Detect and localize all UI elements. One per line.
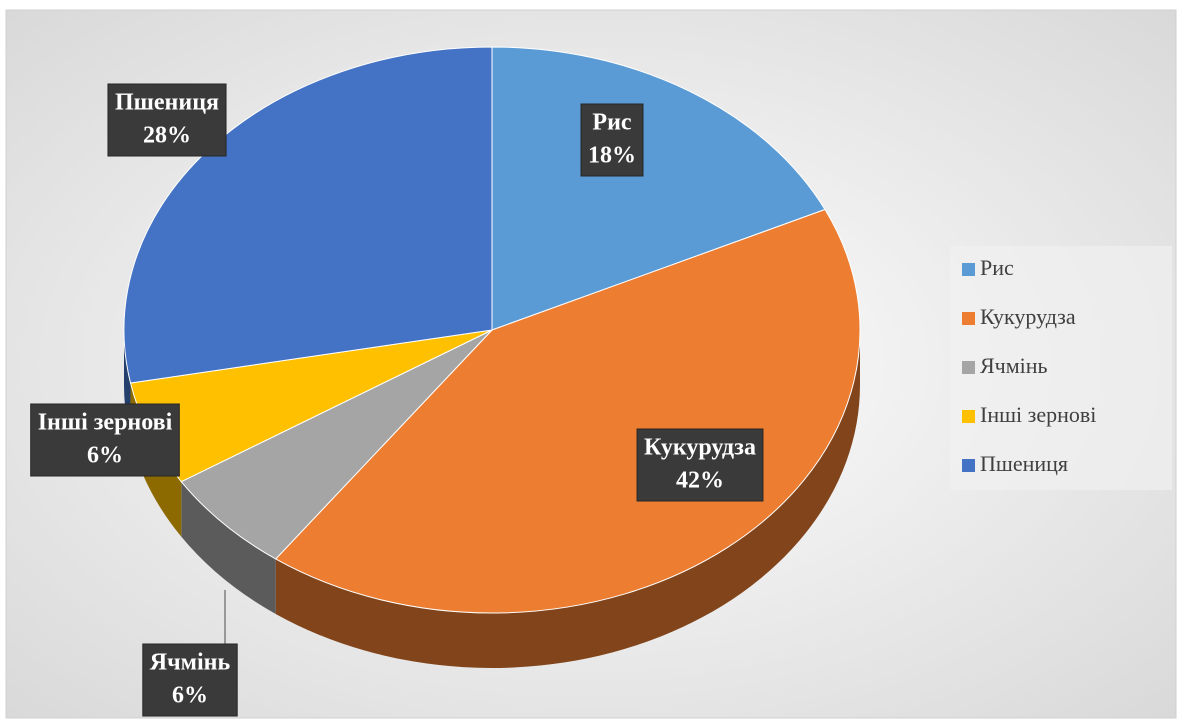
label-value: 6%: [87, 443, 123, 469]
data-label: Інші зернові 6%: [30, 403, 180, 477]
label-box: [30, 403, 180, 477]
legend-label: Інші зернові: [980, 402, 1096, 427]
data-label: Ячмінь 6%: [142, 643, 238, 717]
slice-side: [275, 330, 860, 668]
legend-swatch: [962, 263, 975, 276]
legend-label: Пшениця: [980, 451, 1068, 476]
legend-label: Рис: [980, 255, 1014, 280]
label-category: Пшениця: [115, 90, 219, 116]
legend-swatch: [962, 361, 975, 374]
label-value: 18%: [588, 143, 636, 169]
label-box: [636, 428, 764, 502]
label-category: Інші зернові: [38, 410, 173, 436]
data-label: Рис 18%: [580, 103, 644, 177]
legend-swatch: [962, 312, 975, 325]
label-value: 42%: [676, 468, 724, 494]
legend-swatch: [962, 410, 975, 423]
label-category: Ячмінь: [150, 650, 231, 676]
data-label: Пшениця 28%: [107, 83, 227, 157]
legend-label: Ячмінь: [980, 353, 1048, 378]
legend-swatch: [962, 459, 975, 472]
slice: [491, 46, 826, 331]
label-box: [142, 643, 238, 717]
label-value: 28%: [143, 123, 191, 149]
label-value: 6%: [172, 683, 208, 709]
label-box: [107, 83, 227, 157]
legend-label: Кукурудза: [980, 304, 1076, 329]
data-label: Кукурудза 42%: [636, 428, 764, 502]
label-category: Рис: [592, 110, 631, 136]
slice: [274, 208, 861, 614]
slice-side: [181, 481, 276, 614]
label-box: [580, 103, 644, 177]
slice: [180, 329, 493, 560]
label-category: Кукурудза: [644, 435, 756, 461]
legend-box: [950, 246, 1172, 490]
